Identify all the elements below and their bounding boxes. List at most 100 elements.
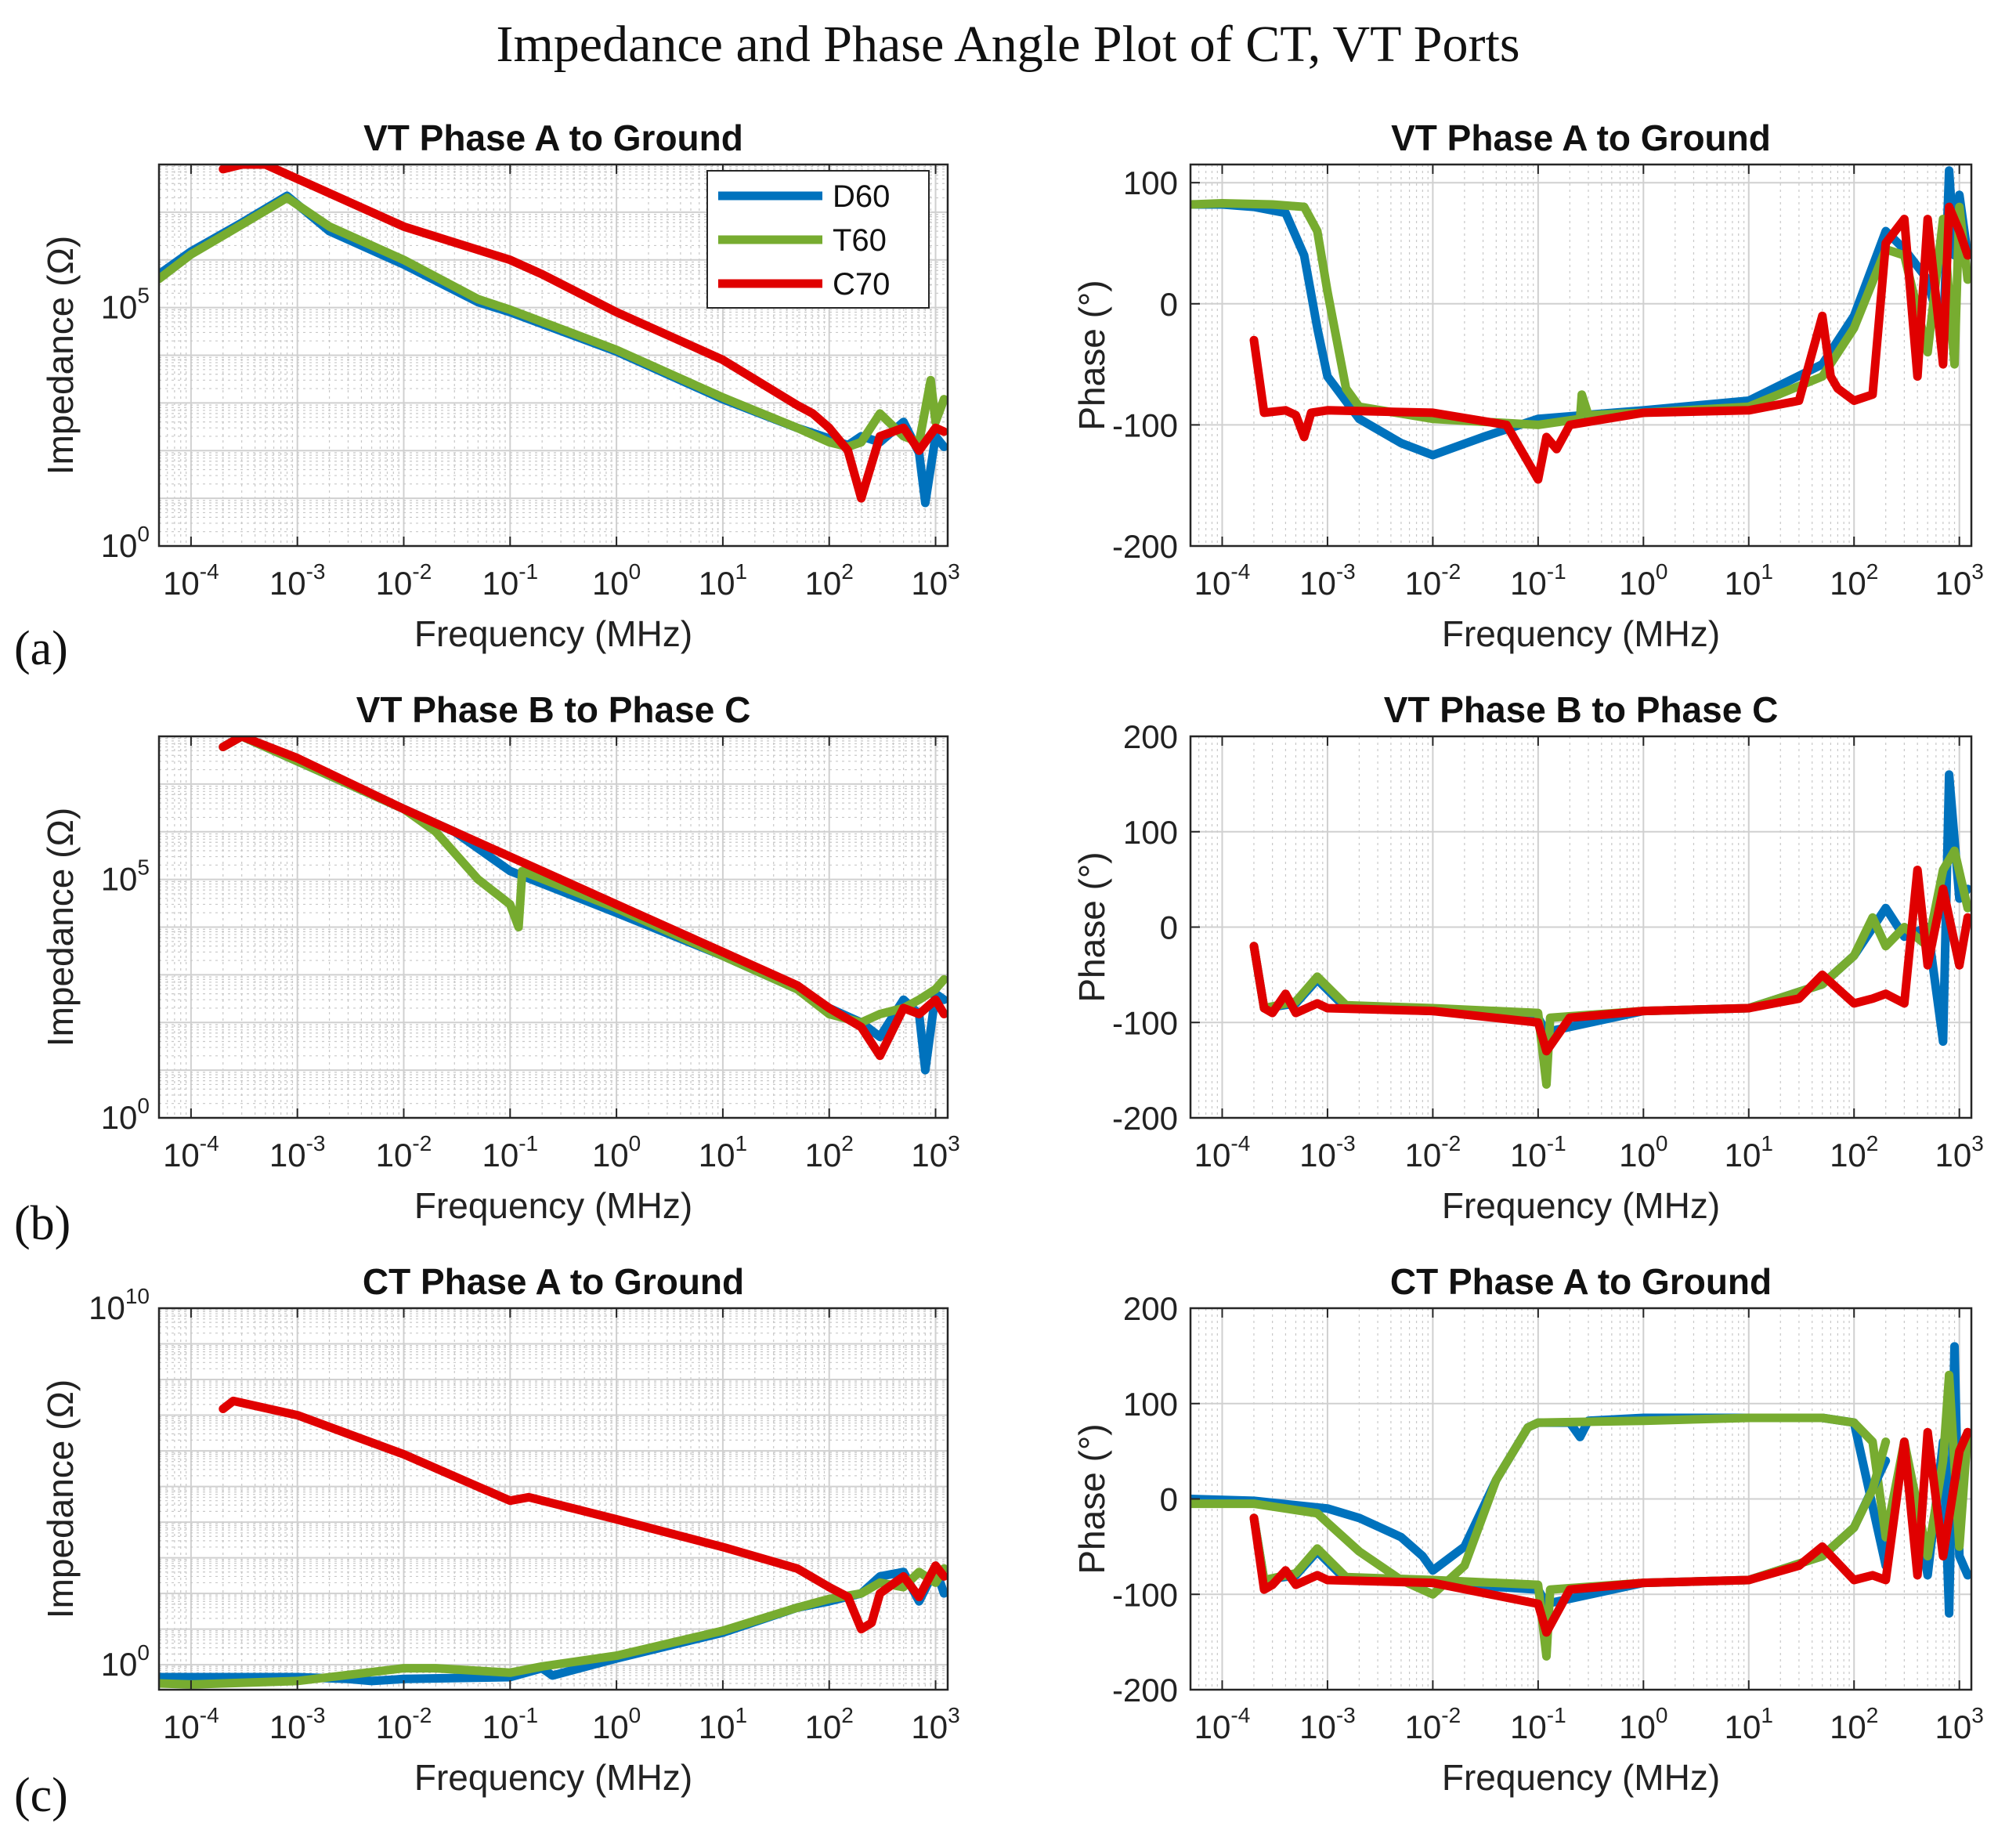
y-tick-label: -200 (1112, 1672, 1178, 1708)
x-tick-label: 10-3 (1299, 559, 1356, 602)
x-tick-label: 102 (805, 559, 854, 602)
x-tick-label: 102 (805, 1703, 854, 1745)
x-axis-label: Frequency (MHz) (414, 1185, 692, 1226)
axes-box (157, 735, 949, 1119)
x-tick-label: 102 (805, 1131, 854, 1173)
y-tick-label: 100 (1123, 814, 1178, 851)
y-axis-label: Impedance (Ω) (40, 808, 81, 1047)
y-axis-label: Phase (°) (1071, 280, 1112, 430)
x-tick-label: 101 (699, 559, 747, 602)
x-tick-label: 100 (1619, 1131, 1667, 1173)
y-tick-label: -200 (1112, 528, 1178, 565)
y-axis-label: Phase (°) (1071, 1423, 1112, 1574)
x-tick-label: 102 (1830, 1131, 1878, 1173)
x-tick-label: 103 (1935, 1131, 1984, 1173)
y-tick-label: 105 (101, 284, 150, 326)
legend-label-d60: D60 (833, 179, 890, 214)
subplot-c-impedance: 10-4 10-3 10-2 10-1 100 101 102 103 100 1010 CT Ph… (40, 1261, 960, 1798)
x-tick-label: 10-4 (1194, 1703, 1251, 1745)
y-tick-label: 200 (1123, 718, 1178, 755)
x-tick-label: 102 (1830, 559, 1878, 602)
legend-label-t60: T60 (833, 223, 887, 258)
series-c70 (219, 736, 948, 1061)
x-tick-label: 100 (592, 559, 641, 602)
x-axis-label: Frequency (MHz) (1442, 1757, 1720, 1798)
x-tick-label: 10-3 (1299, 1703, 1356, 1745)
x-tick-label: 10-1 (482, 1703, 538, 1745)
y-tick-label: 100 (101, 1640, 150, 1683)
subplot-title: VT Phase B to Phase C (1384, 689, 1779, 730)
x-tick-label: 100 (1619, 1703, 1667, 1745)
x-tick-label: 10-4 (163, 1131, 219, 1173)
series-c70 (1249, 1427, 1971, 1637)
x-tick-label: 10-4 (1194, 1131, 1251, 1173)
y-tick-label: 200 (1123, 1290, 1178, 1327)
y-axis-label: Impedance (Ω) (40, 236, 81, 475)
subplot-a-phase: 10-4 10-3 10-2 10-1 100 101 102 103 -200 -100 0 100… (1071, 118, 1984, 654)
x-tick-label: 10-1 (1510, 559, 1566, 602)
subplot-b-impedance: 10-4 10-3 10-2 10-1 100 101 102 103 100 105 VT Pha… (40, 689, 960, 1226)
x-tick-label: 10-2 (1405, 1131, 1461, 1173)
subplot-c-phase: 10-4 10-3 10-2 10-1 100 101 102 103 -200 -100 0 100… (1071, 1261, 1984, 1798)
x-tick-label: 10-3 (1299, 1131, 1356, 1173)
x-tick-label: 103 (1935, 559, 1984, 602)
grid (1190, 1307, 1971, 1690)
y-tick-label: 100 (101, 1094, 150, 1136)
x-tick-label: 10-1 (482, 1131, 538, 1173)
grid (159, 736, 948, 1118)
series-c70 (1249, 202, 1971, 484)
figure-title: Impedance and Phase Angle Plot of CT, VT… (496, 16, 1519, 73)
x-tick-label: 101 (699, 1703, 747, 1745)
series-c70 (219, 1396, 948, 1634)
x-tick-label: 103 (911, 1131, 959, 1173)
subplot-a-impedance: 10-4 10-3 10-2 10-1 100 101 102 103 100 105 VT Pha… (40, 118, 960, 654)
y-tick-label: 1010 (89, 1284, 150, 1326)
x-tick-label: 10-2 (1405, 1703, 1461, 1745)
x-tick-label: 10-3 (269, 1703, 326, 1745)
x-tick-label: 100 (592, 1131, 641, 1173)
y-tick-label: -200 (1112, 1100, 1178, 1137)
panel-label-a: (a) (14, 622, 68, 675)
y-tick-label: 100 (101, 522, 150, 564)
x-tick-label: 103 (911, 1703, 959, 1745)
axes-box (157, 1307, 949, 1691)
y-axis-label: Phase (°) (1071, 852, 1112, 1002)
subplot-grid: 10-4 10-3 10-2 10-1 100 101 102 103 100 105 VT Pha… (40, 118, 1984, 1798)
x-tick-label: 10-4 (163, 1703, 219, 1745)
x-tick-label: 10-2 (376, 1703, 432, 1745)
subplot-title: VT Phase A to Ground (363, 118, 743, 158)
grid (1190, 736, 1971, 1119)
x-tick-label: 101 (699, 1131, 747, 1173)
x-tick-label: 101 (1725, 559, 1773, 602)
x-tick-label: 101 (1725, 1703, 1773, 1745)
x-tick-label: 10-4 (163, 559, 219, 602)
x-axis-label: Frequency (MHz) (1442, 613, 1720, 654)
legend-label-c70: C70 (833, 267, 890, 302)
y-tick-label: -100 (1112, 1576, 1178, 1613)
y-tick-label: 0 (1160, 286, 1178, 323)
series-c70 (1249, 866, 1971, 1056)
x-tick-label: 10-1 (1510, 1131, 1566, 1173)
subplot-title: VT Phase B to Phase C (356, 689, 751, 730)
y-tick-label: 0 (1160, 909, 1178, 946)
x-tick-label: 102 (1830, 1703, 1878, 1745)
x-axis-label: Frequency (MHz) (1442, 1185, 1720, 1226)
x-tick-label: 101 (1725, 1131, 1773, 1173)
y-tick-label: -100 (1112, 1004, 1178, 1041)
x-tick-label: 10-2 (376, 559, 432, 602)
series-t60 (1249, 846, 1971, 1089)
axes-box (157, 163, 949, 548)
panel-label-c: (c) (14, 1769, 68, 1822)
y-tick-label: 105 (101, 855, 150, 898)
x-tick-label: 10-1 (482, 559, 538, 602)
y-tick-label: 100 (1123, 165, 1178, 201)
x-tick-label: 10-3 (269, 559, 326, 602)
series-t60-low (1249, 1437, 1891, 1661)
series-c70 (219, 165, 948, 503)
x-axis-label: Frequency (MHz) (414, 613, 692, 654)
x-tick-label: 10-2 (376, 1131, 432, 1173)
subplot-b-phase: 10-4 10-3 10-2 10-1 100 101 102 103 -200 -100 0 100… (1071, 689, 1984, 1226)
legend: D60 T60 C70 (706, 170, 930, 309)
x-tick-label: 10-1 (1510, 1703, 1566, 1745)
